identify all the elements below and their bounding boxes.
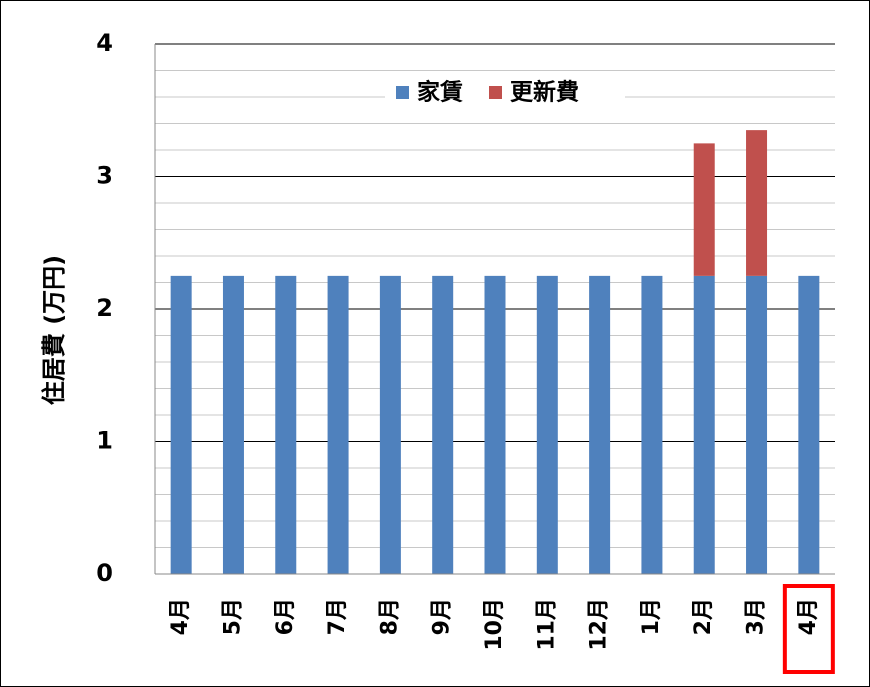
highlight-box	[782, 584, 835, 674]
bar-segment	[746, 275, 768, 574]
y-tick-label: 3	[96, 162, 113, 190]
bar-segment	[589, 275, 611, 574]
bar-segment	[746, 130, 768, 276]
y-tick-label: 1	[96, 427, 113, 455]
y-tick-label: 0	[96, 559, 113, 587]
x-tick-label: 6月	[273, 598, 298, 635]
x-tick-label: 4月	[796, 598, 821, 635]
x-tick-label: 1月	[639, 598, 664, 635]
bar-segment	[275, 275, 297, 574]
bar-segment	[484, 275, 506, 574]
x-tick-label: 4月	[168, 598, 193, 635]
x-tick-label: 7月	[325, 598, 350, 635]
bar-segment	[379, 275, 401, 574]
bar-segment	[170, 275, 192, 574]
y-tick-label: 4	[96, 29, 113, 57]
bar-segment	[641, 275, 663, 574]
x-tick-label: 3月	[744, 598, 769, 635]
x-tick-label: 2月	[691, 598, 716, 635]
bar-segment	[536, 275, 558, 574]
legend-label: 更新費	[510, 79, 579, 106]
bar-segment	[693, 275, 715, 574]
bar-segment	[327, 275, 349, 574]
bar-segment	[432, 275, 454, 574]
x-tick-label: 9月	[430, 598, 455, 635]
y-tick-label: 2	[96, 294, 113, 322]
bar-segment	[222, 275, 244, 574]
bar-segment	[798, 275, 820, 574]
x-tick-label: 10月	[482, 598, 507, 651]
legend-swatch	[396, 86, 409, 99]
x-tick-label: 12月	[587, 598, 612, 651]
y-axis-label: 住居費 (万円)	[40, 255, 68, 405]
legend-label: 家賃	[417, 79, 463, 106]
x-tick-label: 8月	[377, 598, 402, 635]
bar-segment	[693, 143, 715, 276]
x-tick-label: 11月	[534, 598, 559, 651]
legend-box	[385, 72, 625, 112]
x-tick-label: 5月	[220, 598, 245, 635]
legend-swatch	[489, 86, 502, 99]
